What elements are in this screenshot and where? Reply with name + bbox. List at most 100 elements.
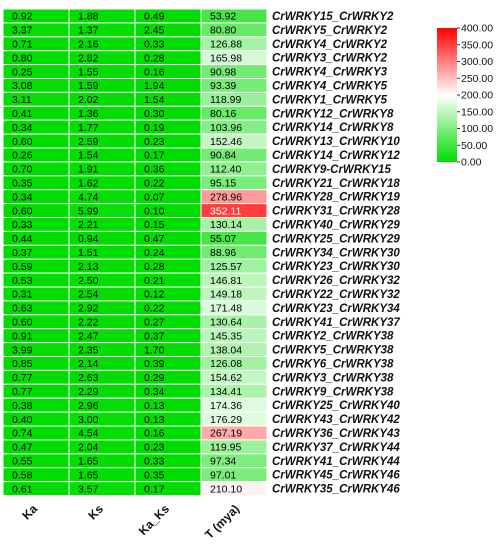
cell-value-label: 0.39 — [144, 358, 165, 370]
cell-value-label: 1.70 — [144, 344, 165, 356]
cell-value-label: 0.33 — [144, 455, 165, 467]
row-label: CrWRKY15_CrWRKY2 — [272, 11, 394, 23]
cell-value-label: 210.10 — [210, 483, 242, 495]
cell-value-label: 0.80 — [12, 52, 33, 64]
cell-value-label: 1.54 — [78, 150, 99, 162]
cell-value-label: 0.71 — [12, 38, 33, 50]
cell-value-label: 103.96 — [210, 122, 242, 134]
legend-tick-label: 350.00 — [461, 39, 493, 51]
cell-value-label: 0.44 — [12, 233, 33, 245]
row-labels: CrWRKY15_CrWRKY2 CrWRKY5_CrWRKY2 CrWRKY4_C… — [272, 11, 400, 496]
row-label: CrWRKY34_CrWRKY30 — [272, 247, 400, 259]
row-label: CrWRKY40_CrWRKY29 — [272, 219, 400, 231]
cell-value-label: 1.51 — [78, 247, 99, 259]
cell-value-label: 0.47 — [12, 442, 33, 454]
cell-value-label: 2.35 — [78, 344, 99, 356]
legend-tick-label: 300.00 — [461, 56, 493, 68]
cell-value-label: 2.54 — [78, 289, 99, 301]
cell-value-label: 0.21 — [144, 275, 165, 287]
cell-value-label: 0.49 — [144, 11, 165, 23]
cell-value-label: 2.21 — [78, 219, 99, 231]
cell-value-label: 174.36 — [210, 400, 242, 412]
cell-value-label: 0.40 — [12, 414, 33, 426]
cell-value-label: 0.22 — [144, 303, 165, 315]
cell-value-label: 97.01 — [210, 469, 236, 481]
row-label: CrWRKY3_CrWRKY38 — [272, 372, 394, 384]
cell-value-label: 2.02 — [78, 94, 99, 106]
cell-value-label: 80.16 — [210, 108, 236, 120]
cell-value-label: 0.30 — [144, 108, 165, 120]
cell-value-label: 267.19 — [210, 428, 242, 440]
cell-value-label: 0.55 — [12, 455, 33, 467]
cell-value-label: 0.23 — [144, 442, 165, 454]
cell-value-label: 0.74 — [12, 428, 33, 440]
cell-value-label: 3.99 — [12, 344, 33, 356]
legend-tick-label: 400.00 — [461, 23, 493, 35]
cell-value-label: 0.41 — [12, 108, 33, 120]
cell-value-label: 3.11 — [12, 94, 32, 106]
cell-value-label: 0.12 — [144, 289, 165, 301]
cell-value-label: 0.34 — [12, 122, 33, 134]
heatmap-cell — [200, 481, 268, 497]
cell-value-label: 2.92 — [78, 303, 99, 315]
column-label: Ks — [85, 501, 106, 522]
cell-value-label: 0.60 — [12, 316, 33, 328]
color-legend-bar — [437, 28, 457, 162]
row-label: CrWRKY41_CrWRKY37 — [272, 317, 400, 329]
cell-value-label: 0.26 — [12, 150, 33, 162]
row-label: CrWRKY23_CrWRKY30 — [272, 261, 400, 273]
cell-value-label: 1.36 — [78, 108, 99, 120]
cell-value-label: 145.35 — [210, 330, 242, 342]
cell-value-label: 0.16 — [144, 428, 165, 440]
cell-value-label: 154.62 — [210, 372, 242, 384]
legend-tick-label: 100.00 — [461, 123, 493, 135]
column-label: Ka — [19, 501, 40, 522]
legend-tick-label: 0.00 — [461, 157, 482, 169]
row-label: CrWRKY43_CrWRKY42 — [272, 414, 400, 426]
row-label: CrWRKY4_CrWRKY3 — [272, 67, 388, 79]
cell-value-label: 0.36 — [144, 164, 165, 176]
cell-value-label: 1.91 — [78, 164, 99, 176]
row-label: CrWRKY9-CrWRKY15 — [272, 164, 391, 176]
cell-value-label: 0.27 — [144, 316, 165, 328]
cell-value-label: 97.34 — [210, 455, 236, 467]
row-label: CrWRKY45_CrWRKY46 — [272, 470, 400, 482]
column-label: T (mya) — [202, 502, 242, 542]
cell-value-label: 0.35 — [144, 469, 165, 481]
cell-value-label: 0.07 — [144, 191, 165, 203]
cell-value-label: 119.95 — [210, 442, 241, 454]
row-label: CrWRKY3_CrWRKY2 — [272, 53, 388, 65]
cell-value-label: 2.22 — [78, 316, 99, 328]
cell-value-label: 3.08 — [12, 80, 33, 92]
legend-tick-label: 50.00 — [461, 140, 487, 152]
row-label: CrWRKY12_CrWRKY8 — [272, 108, 394, 120]
row-label: CrWRKY1_CrWRKY5 — [272, 94, 388, 106]
cell-value-label: 0.28 — [144, 52, 165, 64]
cell-value-label: 90.98 — [210, 66, 236, 78]
cell-value-label: 112.40 — [210, 164, 241, 176]
cell-value-label: 118.99 — [210, 94, 241, 106]
cell-value-label: 1.62 — [78, 177, 99, 189]
cell-value-label: 0.85 — [12, 358, 33, 370]
cell-value-label: 0.77 — [12, 386, 33, 398]
column-label: Ka_Ks — [136, 501, 173, 538]
row-label: CrWRKY5_CrWRKY38 — [272, 345, 394, 357]
heatmap-cells: 0.92 1.88 0.49 53.92 3.37 1.37 2.45 80.80 0.71 2.… — [2, 8, 268, 497]
cell-value-label: 0.10 — [144, 205, 165, 217]
cell-value-label: 88.96 — [210, 247, 236, 259]
row-label: CrWRKY26_CrWRKY32 — [272, 275, 400, 287]
cell-value-label: 0.60 — [12, 205, 33, 217]
cell-value-label: 0.34 — [12, 191, 33, 203]
row-label: CrWRKY22_CrWRKY32 — [272, 289, 400, 301]
cell-value-label: 130.14 — [210, 219, 242, 231]
cell-value-label: 0.47 — [144, 233, 165, 245]
cell-value-label: 3.00 — [78, 414, 99, 426]
cell-value-label: 149.18 — [210, 289, 242, 301]
cell-value-label: 2.96 — [78, 400, 99, 412]
cell-value-label: 53.92 — [210, 11, 236, 23]
cell-value-label: 0.24 — [144, 247, 165, 259]
cell-value-label: 0.13 — [144, 400, 165, 412]
cell-value-label: 0.33 — [12, 219, 33, 231]
cell-value-label: 134.41 — [210, 386, 242, 398]
cell-value-label: 0.94 — [78, 233, 99, 245]
